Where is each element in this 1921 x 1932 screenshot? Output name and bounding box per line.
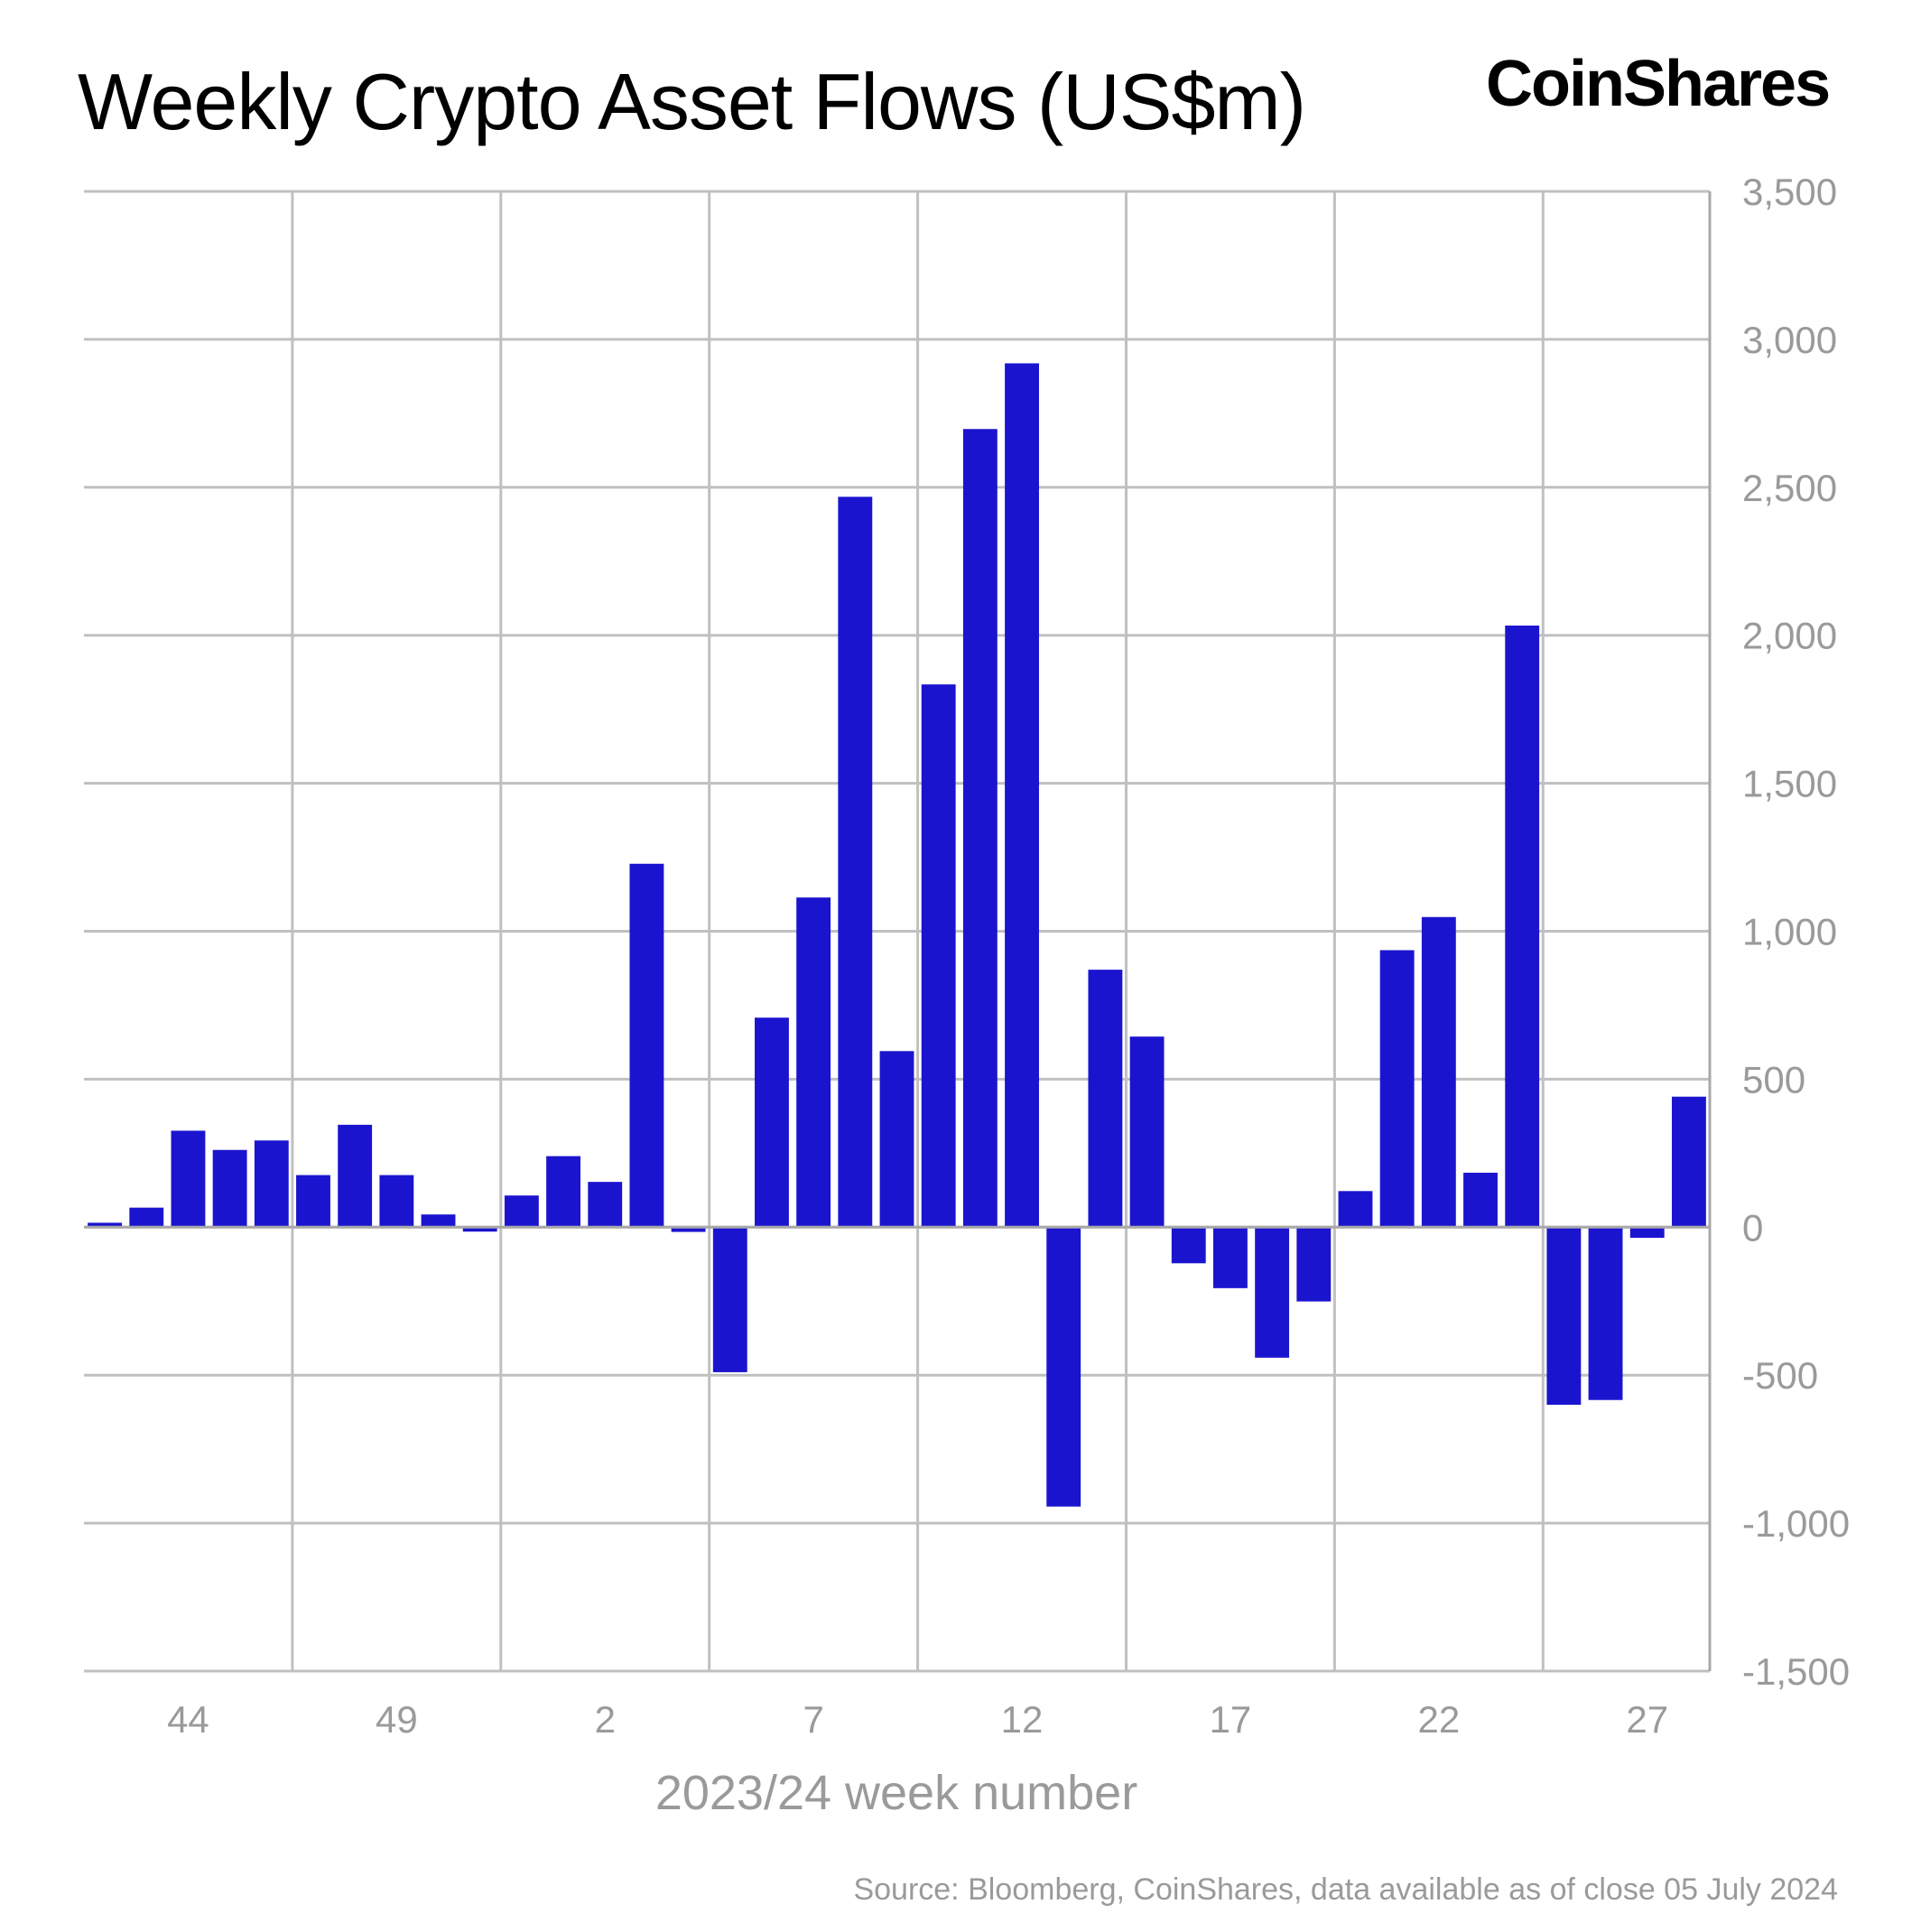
x-axis-title: 2023/24 week number (655, 1766, 1137, 1820)
x-tick-label: 17 (1210, 1698, 1252, 1741)
bar-week-2 (588, 1182, 623, 1228)
y-tick-label: 1,000 (1742, 911, 1837, 953)
y-tick-label: 2,000 (1742, 615, 1837, 657)
bar-week-18 (1255, 1227, 1290, 1358)
bar-week-51 (462, 1227, 497, 1232)
bar-week-45 (212, 1149, 247, 1228)
bar-week-46 (254, 1140, 289, 1228)
bar-week-10 (921, 684, 956, 1228)
bar-week-13 (1046, 1227, 1081, 1507)
bar-week-50 (421, 1214, 456, 1228)
bar-week-28 (1671, 1096, 1706, 1228)
bar-week-9 (879, 1051, 914, 1228)
bar-week-27 (1629, 1227, 1665, 1239)
bar-week-8 (838, 497, 873, 1228)
bar-week-25 (1546, 1227, 1582, 1405)
bar-week-15 (1129, 1036, 1165, 1228)
y-tick-label: 500 (1742, 1058, 1805, 1101)
bar-week-12 (1005, 363, 1039, 1228)
bar-week-43 (129, 1207, 164, 1228)
bar-week-49 (379, 1175, 414, 1228)
y-tick-label: -1,000 (1742, 1502, 1850, 1545)
bar-week-1 (546, 1156, 580, 1228)
bar-series (88, 363, 1706, 1507)
x-tick-label: 7 (803, 1698, 823, 1741)
bar-week-14 (1088, 970, 1123, 1228)
x-tick-label: 27 (1626, 1698, 1668, 1741)
y-tick-label: -1,500 (1742, 1650, 1850, 1693)
bar-week-7 (796, 897, 831, 1228)
bar-week-5 (712, 1227, 747, 1372)
bar-week-11 (962, 429, 998, 1228)
bar-week-52 (504, 1195, 539, 1228)
bar-week-19 (1296, 1227, 1332, 1302)
bar-week-23 (1463, 1172, 1498, 1228)
bar-week-17 (1213, 1227, 1248, 1288)
x-tick-labels: 44 49 2 7 12 17 22 27 (167, 1698, 1668, 1741)
bar-week-48 (338, 1124, 373, 1228)
y-tick-label: 2,500 (1742, 467, 1837, 509)
horizontal-gridlines (84, 190, 1710, 1673)
bar-week-26 (1588, 1227, 1623, 1400)
y-tick-label: 1,500 (1742, 763, 1837, 805)
bar-week-6 (755, 1017, 789, 1228)
bar-week-21 (1379, 950, 1415, 1228)
bar-week-3 (629, 863, 664, 1228)
bar-week-47 (296, 1175, 330, 1228)
bar-week-20 (1338, 1191, 1373, 1228)
bar-week-42 (88, 1222, 123, 1228)
x-tick-label: 22 (1417, 1698, 1460, 1741)
x-tick-label: 49 (376, 1698, 418, 1741)
y-tick-label: 0 (1742, 1206, 1763, 1249)
bar-week-22 (1421, 916, 1456, 1228)
bar-week-16 (1171, 1227, 1206, 1264)
x-tick-label: 12 (1001, 1698, 1044, 1741)
x-tick-label: 44 (167, 1698, 209, 1741)
bar-week-4 (671, 1227, 706, 1232)
vertical-gridlines (291, 191, 1545, 1671)
coinshares-logo: CoinShares (1486, 48, 1831, 120)
y-tick-labels: 3,500 3,000 2,500 2,000 1,500 1,000 500 0 -500 -1… (1742, 171, 1850, 1693)
x-tick-label: 2 (595, 1698, 616, 1741)
y-tick-label: 3,000 (1742, 319, 1837, 361)
bar-week-24 (1505, 625, 1540, 1228)
y-tick-label: -500 (1742, 1354, 1818, 1397)
chart-title: Weekly Crypto Asset Flows (US$m) (78, 57, 1306, 146)
y-tick-label: 3,500 (1742, 171, 1837, 213)
bar-week-44 (171, 1130, 206, 1228)
source-note: Source: Bloomberg, CoinShares, data avai… (853, 1872, 1838, 1907)
